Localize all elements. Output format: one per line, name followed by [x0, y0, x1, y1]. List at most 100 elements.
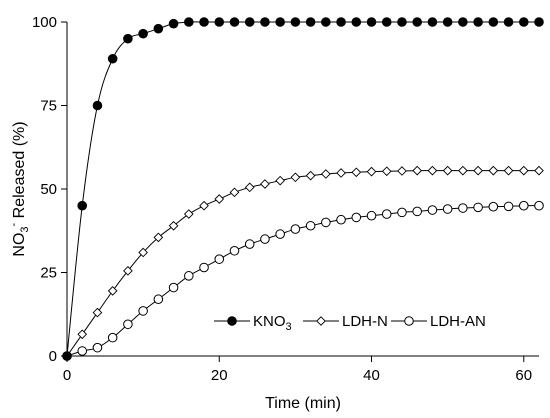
y-axis-title-sup: - [8, 222, 20, 226]
data-point-ldh-an [458, 203, 468, 213]
data-point-ldh-n [351, 167, 362, 178]
data-point-ldh-an [381, 209, 392, 219]
data-point-ldh-n [366, 166, 377, 177]
data-point-ldh-an [244, 239, 255, 249]
data-point-kno3 [518, 17, 529, 27]
data-point-ldh-an [92, 342, 103, 353]
data-point-ldh-an [199, 262, 209, 273]
data-point-kno3 [199, 17, 209, 27]
y-tick-label: 75 [40, 98, 57, 115]
legend-label-text: LDH-N [342, 313, 388, 330]
y-axis-title-post: Released (%) [11, 121, 28, 222]
data-point-ldh-an [488, 201, 499, 212]
legend-marker-ldh-an [404, 316, 414, 326]
legend-label-text: LDH-AN [430, 313, 486, 330]
data-point-ldh-n [488, 165, 499, 176]
data-point-ldh-n [305, 170, 316, 181]
data-point-kno3 [336, 17, 346, 27]
data-point-ldh-n [229, 187, 240, 198]
data-point-kno3 [260, 17, 270, 27]
y-tick-label: 100 [32, 14, 57, 31]
data-point-kno3 [107, 53, 118, 64]
data-point-ldh-an [473, 202, 483, 213]
legend-label-kno3: KNO3 [253, 313, 292, 333]
data-point-ldh-an [534, 200, 544, 211]
series-layer [62, 17, 544, 361]
data-point-ldh-an [321, 217, 331, 228]
data-point-ldh-n [427, 165, 438, 176]
data-point-ldh-an [77, 346, 88, 356]
axes: 0 25 50 75 100 0 20 40 60 [32, 14, 539, 384]
series-kno3 [62, 17, 544, 361]
data-point-ldh-an [442, 204, 453, 214]
data-point-ldh-an [305, 220, 316, 231]
data-point-kno3 [77, 200, 88, 211]
legend-marker-ldh-n [316, 316, 326, 326]
data-point-kno3 [366, 17, 377, 27]
legend-entry-ldh-an: LDH-AN [391, 313, 486, 330]
data-point-kno3 [503, 17, 514, 27]
data-point-kno3 [473, 17, 483, 27]
y-tick-label: 50 [40, 181, 57, 198]
y-axis-title: NO3- Released (%) [8, 121, 31, 256]
data-point-ldh-n [153, 232, 164, 243]
data-point-kno3 [397, 17, 407, 27]
data-point-kno3 [458, 17, 468, 27]
data-point-ldh-an [351, 212, 362, 223]
legend-label-ldh-n: LDH-N [342, 313, 388, 330]
data-point-ldh-an [229, 245, 240, 256]
y-axis-title-sub: 3 [19, 226, 31, 232]
x-tick-label: 40 [363, 367, 380, 384]
data-point-kno3 [184, 17, 194, 27]
data-point-ldh-n [275, 175, 285, 186]
x-axis-title: Time (min) [265, 395, 341, 412]
x-tick-label: 0 [63, 367, 71, 384]
series-line-kno3 [66, 21, 539, 357]
data-point-ldh-an [184, 271, 194, 281]
data-point-ldh-n [138, 247, 148, 258]
data-point-ldh-n [214, 194, 225, 204]
data-point-ldh-n [107, 286, 118, 296]
data-point-ldh-an [412, 206, 422, 217]
data-point-ldh-n [473, 165, 483, 176]
data-point-kno3 [229, 17, 240, 27]
data-point-ldh-an [138, 306, 148, 316]
legend-label-text: KNO [253, 313, 286, 330]
x-tick-label: 20 [211, 367, 228, 384]
data-point-ldh-an [503, 201, 514, 212]
legend-label-subscript: 3 [286, 321, 292, 333]
data-point-kno3 [214, 17, 225, 27]
data-point-ldh-an [427, 205, 438, 215]
series-ldh-an [62, 200, 544, 361]
data-point-ldh-an [397, 207, 407, 218]
data-point-ldh-an [336, 214, 346, 225]
data-point-ldh-n [442, 165, 453, 176]
data-point-kno3 [138, 28, 148, 39]
data-point-ldh-an [518, 200, 529, 211]
data-point-kno3 [534, 17, 544, 27]
data-point-ldh-n [336, 168, 346, 178]
data-point-ldh-n [397, 166, 407, 176]
y-tick-label: 0 [49, 348, 57, 365]
data-point-ldh-n [321, 169, 331, 179]
data-point-ldh-an [168, 282, 179, 293]
data-point-ldh-an [214, 254, 225, 264]
data-point-kno3 [488, 17, 499, 27]
data-point-ldh-an [153, 294, 164, 305]
data-point-ldh-n [244, 182, 255, 193]
data-point-kno3 [427, 17, 438, 27]
data-point-ldh-n [458, 165, 468, 176]
data-point-kno3 [123, 33, 133, 44]
y-tick-label: 25 [40, 265, 57, 282]
series-line-ldh-an [66, 205, 540, 357]
legend-marker-kno3 [227, 316, 237, 326]
legend-entry-ldh-n: LDH-N [303, 313, 388, 330]
data-point-ldh-n [412, 165, 423, 176]
data-point-ldh-n [518, 165, 529, 176]
data-point-ldh-n [92, 307, 103, 318]
y-axis-title-pre: NO [11, 233, 28, 257]
data-point-kno3 [244, 17, 255, 27]
data-point-kno3 [92, 100, 103, 111]
data-point-kno3 [305, 17, 316, 27]
